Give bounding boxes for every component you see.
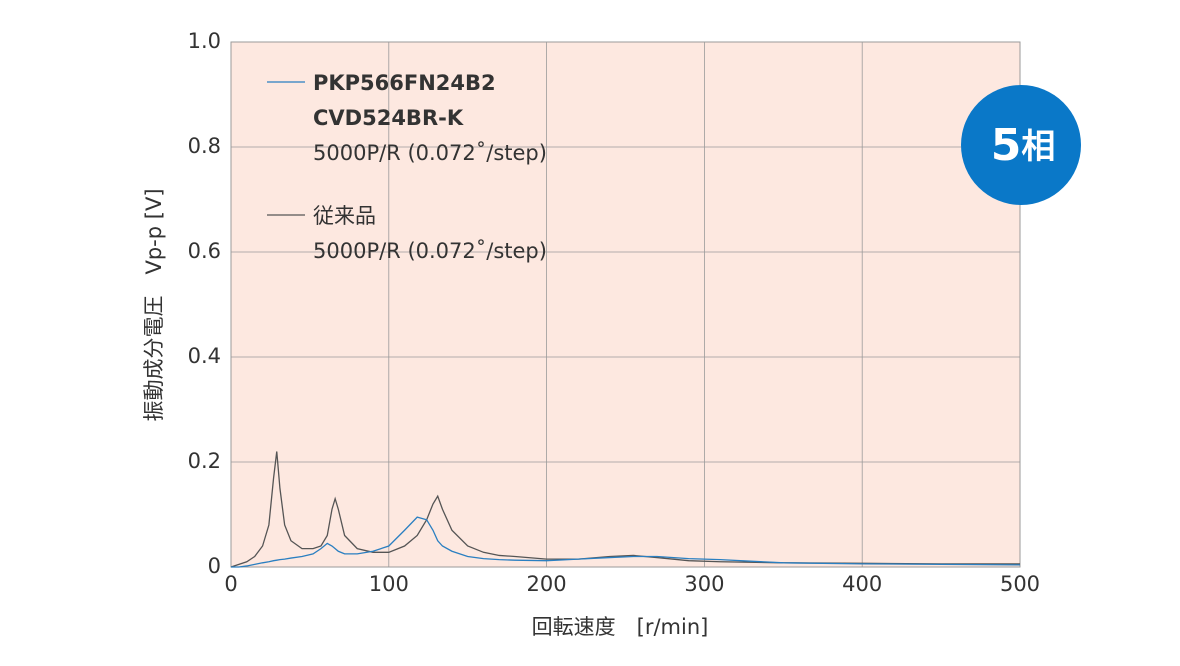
y-tick-label: 0.6 bbox=[188, 239, 221, 263]
series-line bbox=[230, 451, 1020, 568]
legend-label: 従来品 bbox=[313, 204, 376, 228]
x-tick-label: 500 bbox=[1000, 572, 1040, 596]
plot-border bbox=[230, 41, 1021, 568]
badge-circle bbox=[961, 85, 1081, 205]
x-tick-label: 200 bbox=[527, 572, 567, 596]
plot-background bbox=[231, 42, 1020, 567]
x-tick-label: 0 bbox=[224, 572, 237, 596]
legend-label: 5000P/R (0.072˚/step) bbox=[313, 141, 547, 165]
x-tick-label: 400 bbox=[842, 572, 882, 596]
x-axis-label: 回転速度 [r/min] bbox=[532, 615, 709, 639]
series-line bbox=[231, 516, 1021, 568]
y-tick-label: 0.8 bbox=[188, 134, 221, 158]
x-tick-label: 100 bbox=[369, 572, 409, 596]
legend-label: 5000P/R (0.072˚/step) bbox=[313, 239, 547, 263]
legend-label: PKP566FN24B2 bbox=[313, 71, 496, 95]
y-tick-label: 0 bbox=[208, 554, 221, 578]
badge-text: 5相 bbox=[991, 120, 1056, 171]
y-tick-label: 0.2 bbox=[188, 449, 221, 473]
y-tick-label: 1.0 bbox=[188, 29, 221, 53]
badge-number: 5 bbox=[991, 120, 1022, 171]
y-tick-label: 0.4 bbox=[188, 344, 221, 368]
badge-label: 相 bbox=[1021, 127, 1055, 167]
legend-label: CVD524BR-K bbox=[313, 106, 464, 130]
y-axis-label: 振動成分電圧 Vp-p [V] bbox=[142, 188, 166, 421]
x-tick-label: 300 bbox=[684, 572, 724, 596]
